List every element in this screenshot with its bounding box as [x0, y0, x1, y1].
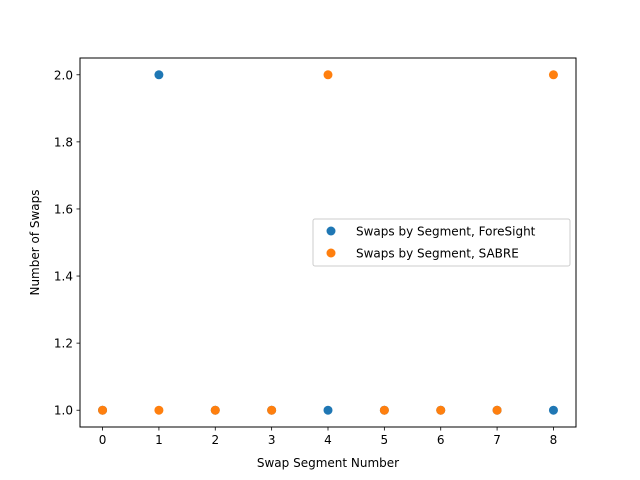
- sabre-point: [210, 405, 220, 415]
- x-tick-label: 5: [381, 433, 389, 447]
- legend-marker-foresight: [326, 226, 336, 236]
- y-tick-label: 1.0: [54, 404, 73, 418]
- foresight-point: [323, 405, 333, 415]
- x-axis-label: Swap Segment Number: [257, 456, 399, 470]
- x-tick-label: 7: [493, 433, 501, 447]
- foresight-point: [154, 70, 164, 80]
- legend-box: [312, 218, 571, 267]
- sabre-point: [436, 405, 446, 415]
- x-tick-label: 2: [211, 433, 219, 447]
- points-layer: [98, 70, 558, 415]
- sabre-point: [323, 70, 333, 80]
- y-tick-label: 1.6: [54, 202, 73, 216]
- legend-marker-sabre: [326, 248, 336, 258]
- sabre-point: [379, 405, 389, 415]
- legend: Swaps by Segment, ForeSight Swaps by Seg…: [312, 218, 571, 267]
- ticks-layer: 0 1 2 3 4 5 6 7 8 1.0 1.2 1.4 1.6 1.8 2.0: [54, 68, 557, 447]
- sabre-point: [98, 405, 108, 415]
- x-tick-label: 8: [550, 433, 558, 447]
- y-tick-label: 1.8: [54, 135, 73, 149]
- y-tick-label: 2.0: [54, 68, 73, 82]
- x-tick-label: 4: [324, 433, 332, 447]
- sabre-point: [548, 70, 558, 80]
- x-tick-label: 0: [99, 433, 107, 447]
- sabre-point: [267, 405, 277, 415]
- plot-frame: [79, 57, 577, 428]
- x-tick-label: 6: [437, 433, 445, 447]
- y-tick-label: 1.2: [54, 337, 73, 351]
- y-tick-label: 1.4: [54, 270, 73, 284]
- legend-label-sabre: Swaps by Segment, SABRE: [356, 247, 519, 261]
- foresight-point: [548, 405, 558, 415]
- sabre-point: [154, 405, 164, 415]
- sabre-point: [492, 405, 502, 415]
- x-tick-label: 1: [155, 433, 163, 447]
- y-axis-label: Number of Swaps: [28, 189, 42, 295]
- x-tick-label: 3: [268, 433, 276, 447]
- legend-label-foresight: Swaps by Segment, ForeSight: [356, 225, 536, 239]
